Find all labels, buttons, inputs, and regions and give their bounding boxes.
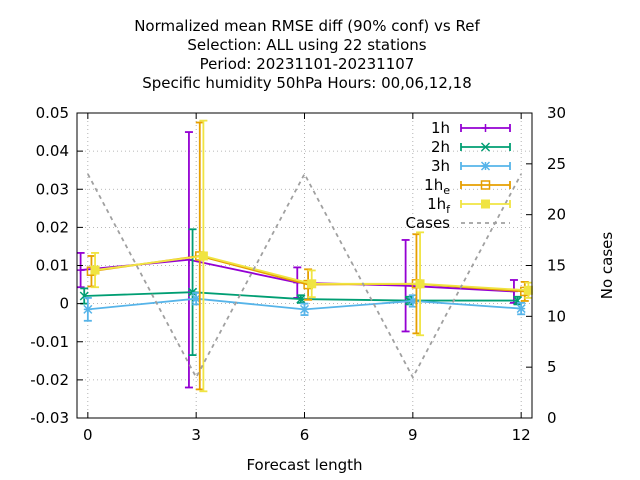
legend-item: 1hf — [427, 195, 511, 216]
series-1 — [79, 228, 523, 356]
x-tick-label: 12 — [512, 426, 531, 444]
series-3 — [86, 121, 530, 391]
y-tick-label: 0.04 — [36, 142, 69, 160]
legend-item: 3h — [431, 157, 511, 175]
legend-label: Cases — [405, 214, 450, 232]
x-tick-label: 0 — [83, 426, 93, 444]
y-tick-label: 0 — [59, 295, 69, 313]
legend-label-text: 1h — [424, 176, 443, 194]
legend-marker — [480, 161, 491, 171]
legend-label: 1he — [424, 176, 450, 197]
data-point — [76, 266, 85, 275]
y-tick-label: 0.02 — [36, 218, 69, 236]
legend-item: 2h — [431, 138, 511, 156]
y2-tick-label: 5 — [547, 358, 557, 376]
data-point — [83, 304, 93, 314]
legend-label-text: Cases — [405, 214, 450, 232]
data-point — [296, 294, 306, 304]
x-tick-label: 6 — [300, 426, 310, 444]
data-point — [415, 279, 425, 289]
y-tick-label: 0.01 — [36, 257, 69, 275]
series-line — [87, 172, 522, 380]
legend-label-text: 1h — [431, 119, 450, 137]
series-2 — [83, 292, 526, 322]
legend-label: 3h — [431, 157, 450, 175]
grid — [77, 112, 532, 419]
series-4 — [90, 119, 533, 393]
data-point — [307, 279, 317, 289]
y-tick-label: -0.02 — [30, 371, 69, 389]
legend-label-subscript: e — [443, 184, 450, 197]
y-tick-label: 0.03 — [36, 180, 69, 198]
series-0 — [76, 131, 518, 389]
data-point — [516, 304, 526, 314]
data-point — [299, 304, 310, 314]
x-tick-label: 9 — [408, 426, 418, 444]
data-point — [90, 265, 100, 275]
legend-label-text: 3h — [431, 157, 450, 175]
y-tick-label: 0.05 — [36, 104, 69, 122]
title-line: Normalized mean RMSE diff (90% conf) vs … — [134, 17, 480, 35]
y2-tick-label: 25 — [547, 155, 566, 173]
legend-label: 2h — [431, 138, 450, 156]
data-point — [408, 296, 418, 306]
legend-label-text: 1h — [427, 195, 446, 213]
x-tick-label: 3 — [191, 426, 201, 444]
legend-label-subscript: f — [446, 203, 451, 216]
data-point — [523, 285, 533, 295]
title-line: Period: 20231101-20231107 — [200, 55, 415, 73]
data-point — [198, 251, 208, 261]
y2-axis-label: No cases — [598, 232, 616, 300]
legend-marker — [481, 199, 490, 209]
chart-title: Normalized mean RMSE diff (90% conf) vs … — [134, 17, 480, 92]
legend-item: Cases — [405, 214, 510, 232]
legend-marker — [480, 142, 491, 152]
y2-tick-label: 30 — [547, 104, 566, 122]
y2-tick-label: 20 — [547, 206, 566, 224]
legend-label: 1hf — [427, 195, 451, 216]
x-axis-label: Forecast length — [246, 456, 362, 474]
legend-item: 1h — [431, 119, 511, 137]
y2-tick-label: 10 — [547, 307, 566, 325]
legend-label: 1h — [431, 119, 450, 137]
y2-tick-label: 15 — [547, 257, 566, 275]
data-point — [191, 294, 201, 304]
axis-ticks: 0 3 6 9 12 -0.03 -0.02 -0.01 0 0.01 0.02 0.03 0.04 0.… — [30, 104, 566, 444]
legend-item: 1he — [424, 176, 511, 197]
title-line: Selection: ALL using 22 stations — [187, 36, 426, 54]
y-tick-label: -0.03 — [30, 409, 69, 427]
legend-label-text: 2h — [431, 138, 450, 156]
y-tick-label: -0.01 — [30, 333, 69, 351]
series-layer — [76, 119, 533, 393]
legend-marker — [480, 180, 491, 190]
title-line: Specific humidity 50hPa Hours: 00,06,12,… — [142, 74, 472, 92]
series-5 — [87, 172, 522, 380]
legend-marker — [481, 124, 490, 132]
y2-tick-label: 0 — [547, 409, 557, 427]
